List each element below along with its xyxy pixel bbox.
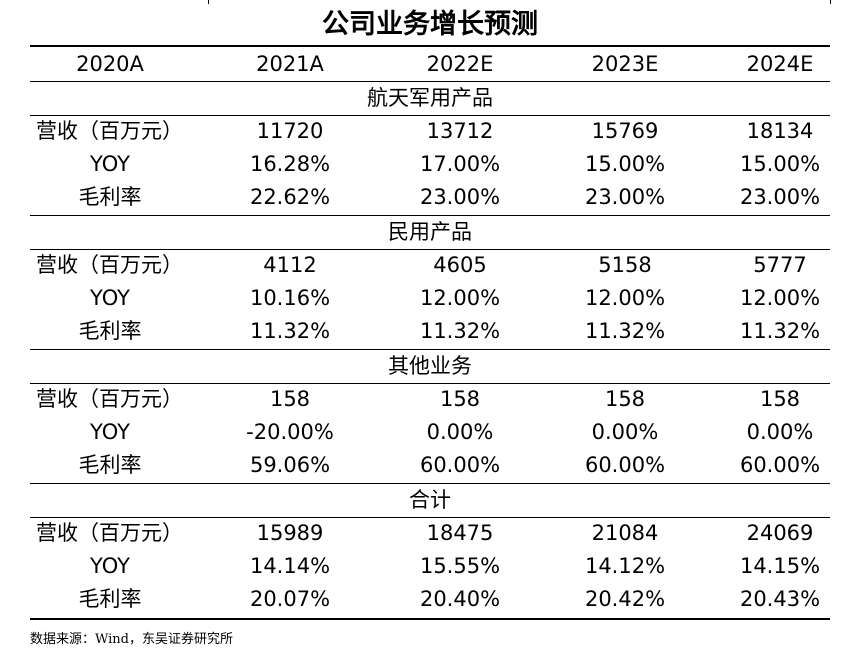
table-cell: 15989: [256, 521, 324, 545]
table-cell: 23.00%: [419, 185, 501, 209]
rule: [30, 483, 830, 484]
table-row: YOY 10.16% 12.00% 12.00% 12.00%: [30, 282, 830, 315]
table-cell: 22.62%: [249, 185, 331, 209]
row-label: 毛利率: [78, 453, 142, 477]
table-cell: 12.00%: [739, 286, 821, 310]
table-cell: 20.40%: [419, 587, 501, 611]
table-cell: 12.00%: [419, 286, 501, 310]
table-cell: 13712: [426, 119, 494, 143]
table-cell: 4112: [263, 253, 317, 277]
top-tick: [208, 0, 209, 4]
header-year: 2022E: [426, 52, 494, 76]
row-label: 营收（百万元）: [36, 253, 183, 277]
rule: [30, 517, 830, 518]
row-label: YOY: [90, 286, 130, 310]
rule: [30, 215, 830, 216]
table-cell: 12.00%: [584, 286, 666, 310]
row-label: YOY: [90, 554, 130, 578]
table-cell: 11.32%: [584, 319, 666, 343]
rule: [30, 45, 830, 47]
rule: [30, 249, 830, 250]
table-cell: 0.00%: [426, 420, 494, 444]
table-cell: 60.00%: [739, 453, 821, 477]
table-cell: 14.12%: [584, 554, 666, 578]
rule: [30, 81, 830, 82]
row-label: 毛利率: [78, 319, 142, 343]
table-row: YOY 14.14% 15.55% 14.12% 14.15%: [30, 550, 830, 583]
section-title: 合计: [409, 488, 451, 512]
table-cell: 60.00%: [584, 453, 666, 477]
table-cell: 11720: [256, 119, 324, 143]
row-label: YOY: [90, 152, 130, 176]
table-row: 毛利率 22.62% 23.00% 23.00% 23.00%: [30, 181, 830, 214]
table-cell: 18475: [426, 521, 494, 545]
table-row: 营收（百万元） 11720 13712 15769 18134: [30, 115, 830, 148]
table-row: YOY -20.00% 0.00% 0.00% 0.00%: [30, 416, 830, 449]
table-cell: 0.00%: [746, 420, 814, 444]
table-cell: 23.00%: [739, 185, 821, 209]
table-cell: 59.06%: [249, 453, 331, 477]
table-cell: 11.32%: [419, 319, 501, 343]
table-cell: 5158: [598, 253, 652, 277]
table-cell: 15.00%: [739, 152, 821, 176]
row-label: 营收（百万元）: [36, 119, 183, 143]
table-cell: 20.43%: [739, 587, 821, 611]
table-cell: 14.14%: [249, 554, 331, 578]
table-cell: 5777: [753, 253, 807, 277]
table-row: 毛利率 20.07% 20.40% 20.42% 20.43%: [30, 583, 830, 616]
rule: [30, 115, 830, 116]
table-cell: 158: [439, 387, 481, 411]
row-label: 毛利率: [78, 587, 142, 611]
table-cell: 24069: [746, 521, 814, 545]
table-cell: 21084: [591, 521, 659, 545]
table-row: 营收（百万元） 4112 4605 5158 5777: [30, 249, 830, 282]
header-year: 2023E: [591, 52, 659, 76]
section-title: 其他业务: [388, 354, 472, 378]
table-cell: 20.07%: [249, 587, 331, 611]
table-row: YOY 16.28% 17.00% 15.00% 15.00%: [30, 148, 830, 181]
table-cell: 0.00%: [591, 420, 659, 444]
table-cell: 18134: [746, 119, 814, 143]
table-cell: 158: [604, 387, 646, 411]
table-cell: -20.00%: [246, 420, 334, 444]
table-cell: 15.00%: [584, 152, 666, 176]
table-row: 营收（百万元） 158 158 158 158: [30, 383, 830, 416]
table-row: 毛利率 11.32% 11.32% 11.32% 11.32%: [30, 315, 830, 348]
header-row: 2020A 2021A 2022E 2023E 2024E: [30, 48, 830, 81]
table-cell: 23.00%: [584, 185, 666, 209]
table-cell: 14.15%: [739, 554, 821, 578]
rule: [30, 383, 830, 384]
section-title: 民用产品: [388, 220, 472, 244]
table-cell: 20.42%: [584, 587, 666, 611]
section-title: 航天军用产品: [367, 86, 493, 110]
table-cell: 158: [759, 387, 801, 411]
table-cell: 11.32%: [249, 319, 331, 343]
header-year: 2021A: [256, 52, 324, 76]
table-title: 公司业务增长预测: [322, 9, 538, 40]
header-year: 2020A: [76, 52, 144, 76]
source-note: 数据来源：Wind，东吴证券研究所: [30, 632, 233, 647]
row-label: YOY: [90, 420, 130, 444]
table-cell: 60.00%: [419, 453, 501, 477]
table-row: 营收（百万元） 15989 18475 21084 24069: [30, 517, 830, 550]
row-label: 毛利率: [78, 185, 142, 209]
header-year: 2024E: [746, 52, 814, 76]
row-label: 营收（百万元）: [36, 521, 183, 545]
table-row: 毛利率 59.06% 60.00% 60.00% 60.00%: [30, 449, 830, 482]
table-cell: 15.55%: [419, 554, 501, 578]
table-cell: 158: [269, 387, 311, 411]
table-cell: 4605: [433, 253, 487, 277]
rule: [30, 349, 830, 350]
table-cell: 15769: [591, 119, 659, 143]
table-cell: 10.16%: [249, 286, 331, 310]
table-cell: 11.32%: [739, 319, 821, 343]
table-cell: 17.00%: [419, 152, 501, 176]
table-cell: 16.28%: [249, 152, 331, 176]
top-tick: [830, 0, 831, 4]
row-label: 营收（百万元）: [36, 387, 183, 411]
rule: [30, 618, 830, 620]
